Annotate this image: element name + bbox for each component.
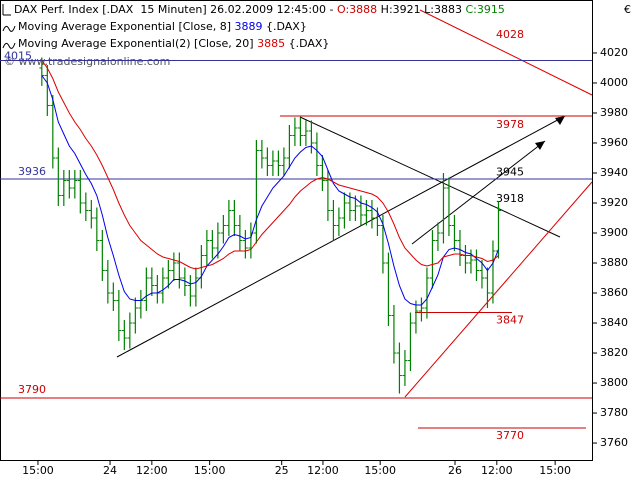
y-tick-label: 3880 bbox=[600, 256, 628, 269]
projection-line bbox=[411, 140, 546, 245]
watermark: © www.tradesignalonline.com bbox=[4, 55, 170, 68]
currency-symbol: € bbox=[624, 3, 631, 16]
y-tick-label: 3800 bbox=[600, 376, 628, 389]
arrow-head bbox=[555, 116, 565, 125]
legend-value: 3889 bbox=[235, 20, 263, 33]
price-level-label: 3770 bbox=[496, 429, 524, 442]
x-tick-label: 26 bbox=[448, 464, 462, 477]
annotation-label: 3918 bbox=[496, 192, 524, 205]
legend-icon bbox=[2, 42, 16, 49]
legend-unit: {.DAX} bbox=[289, 37, 330, 50]
y-tick-label: 3780 bbox=[600, 406, 628, 419]
legend-entry: Moving Average Exponential(2) [Close, 20… bbox=[18, 37, 329, 50]
header-part: C:3915 bbox=[465, 3, 504, 16]
x-tick-label: 12:00 bbox=[136, 464, 168, 477]
y-tick-label: 3820 bbox=[600, 346, 628, 359]
x-tick-label: 12:00 bbox=[481, 464, 513, 477]
y-tick-label: 3960 bbox=[600, 136, 628, 149]
moving-average-line bbox=[41, 60, 499, 270]
x-tick-label: 15:00 bbox=[22, 464, 54, 477]
x-tick-label: 12:00 bbox=[307, 464, 339, 477]
header-part: DAX Perf. Index [.DAX 15 Minuten] 26.02.… bbox=[14, 3, 337, 16]
y-tick-label: 3900 bbox=[600, 226, 628, 239]
header-part: H:3921 L:3883 bbox=[377, 3, 465, 16]
legend-value: 3885 bbox=[257, 37, 285, 50]
header-icon bbox=[2, 4, 11, 16]
header: DAX Perf. Index [.DAX 15 Minuten] 26.02.… bbox=[14, 3, 505, 16]
y-tick-label: 4000 bbox=[600, 76, 628, 89]
x-tick-label: 15:00 bbox=[364, 464, 396, 477]
legend-name: Moving Average Exponential [Close, 8] bbox=[18, 20, 231, 33]
y-tick-label: 3940 bbox=[600, 166, 628, 179]
y-tick-label: 4020 bbox=[600, 46, 628, 59]
price-level-label: 3847 bbox=[496, 314, 524, 327]
x-tick-label: 24 bbox=[103, 464, 117, 477]
x-tick-label: 15:00 bbox=[539, 464, 571, 477]
y-tick-label: 3980 bbox=[600, 106, 628, 119]
y-tick-label: 3920 bbox=[600, 196, 628, 209]
resistance-trendline bbox=[299, 116, 561, 238]
plot-frame bbox=[0, 0, 593, 461]
upper-channel-line bbox=[419, 9, 593, 96]
annotation-label: 3945 bbox=[496, 165, 524, 178]
x-tick-label: 15:00 bbox=[194, 464, 226, 477]
legend-entry: Moving Average Exponential [Close, 8] 38… bbox=[18, 20, 307, 33]
price-level-label: 3790 bbox=[18, 383, 46, 396]
support-trendline bbox=[116, 115, 566, 358]
rising-support-line bbox=[404, 181, 593, 398]
legend-icon bbox=[2, 25, 16, 32]
annotation-label: 4028 bbox=[496, 28, 524, 41]
y-tick-label: 3840 bbox=[600, 316, 628, 329]
price-level-label: 4015 bbox=[4, 49, 32, 62]
arrow-head bbox=[535, 141, 545, 150]
legend-name: Moving Average Exponential(2) [Close, 20… bbox=[18, 37, 254, 50]
price-level-label: 3978 bbox=[496, 118, 524, 131]
x-tick-label: 25 bbox=[275, 464, 289, 477]
moving-average-line bbox=[41, 75, 499, 306]
trend-lines bbox=[116, 9, 593, 398]
y-tick-label: 3860 bbox=[600, 286, 628, 299]
ohlc-bars bbox=[39, 57, 501, 394]
y-tick-label: 3760 bbox=[600, 436, 628, 449]
price-level-label: 3936 bbox=[18, 165, 46, 178]
header-part: O:3888 bbox=[337, 3, 377, 16]
legend-unit: {.DAX} bbox=[266, 20, 307, 33]
